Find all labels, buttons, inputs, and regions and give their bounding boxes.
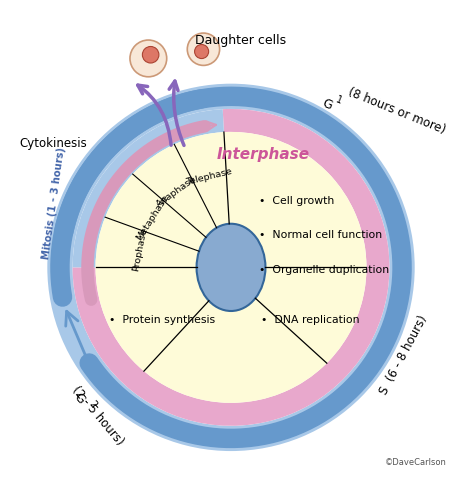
Text: •  Cell growth: • Cell growth xyxy=(259,196,334,206)
Text: Interphase: Interphase xyxy=(217,147,310,162)
Text: 2: 2 xyxy=(87,398,98,410)
Text: •  DNA replication: • DNA replication xyxy=(261,315,359,325)
Ellipse shape xyxy=(197,224,265,311)
Text: G: G xyxy=(321,97,334,112)
Text: G: G xyxy=(71,390,88,406)
Circle shape xyxy=(187,33,219,65)
Text: •  Organelle duplication: • Organelle duplication xyxy=(259,264,389,275)
Text: •  Protein synthesis: • Protein synthesis xyxy=(109,315,215,325)
Wedge shape xyxy=(72,109,224,267)
Circle shape xyxy=(96,132,367,403)
Text: Anaphase: Anaphase xyxy=(155,174,199,209)
Circle shape xyxy=(142,46,159,63)
Text: Metaphase: Metaphase xyxy=(135,193,171,242)
Text: Mitosis (1 - 3 hours): Mitosis (1 - 3 hours) xyxy=(41,146,67,260)
Text: Cytokinesis: Cytokinesis xyxy=(20,137,88,150)
Text: Daughter cells: Daughter cells xyxy=(194,33,286,46)
Circle shape xyxy=(130,40,166,77)
Text: ©DaveCarlson: ©DaveCarlson xyxy=(385,458,447,467)
Circle shape xyxy=(194,44,209,59)
Text: (2 - 5 hours): (2 - 5 hours) xyxy=(65,378,126,448)
Text: (8 hours or more): (8 hours or more) xyxy=(339,83,447,137)
Text: •  Normal cell function: • Normal cell function xyxy=(259,230,382,240)
Text: Prophase: Prophase xyxy=(131,228,148,272)
Wedge shape xyxy=(72,109,389,426)
Text: S  (6 - 8 hours): S (6 - 8 hours) xyxy=(377,313,429,396)
Text: 1: 1 xyxy=(334,94,344,106)
Wedge shape xyxy=(47,84,415,451)
Text: Telephase: Telephase xyxy=(184,167,233,187)
